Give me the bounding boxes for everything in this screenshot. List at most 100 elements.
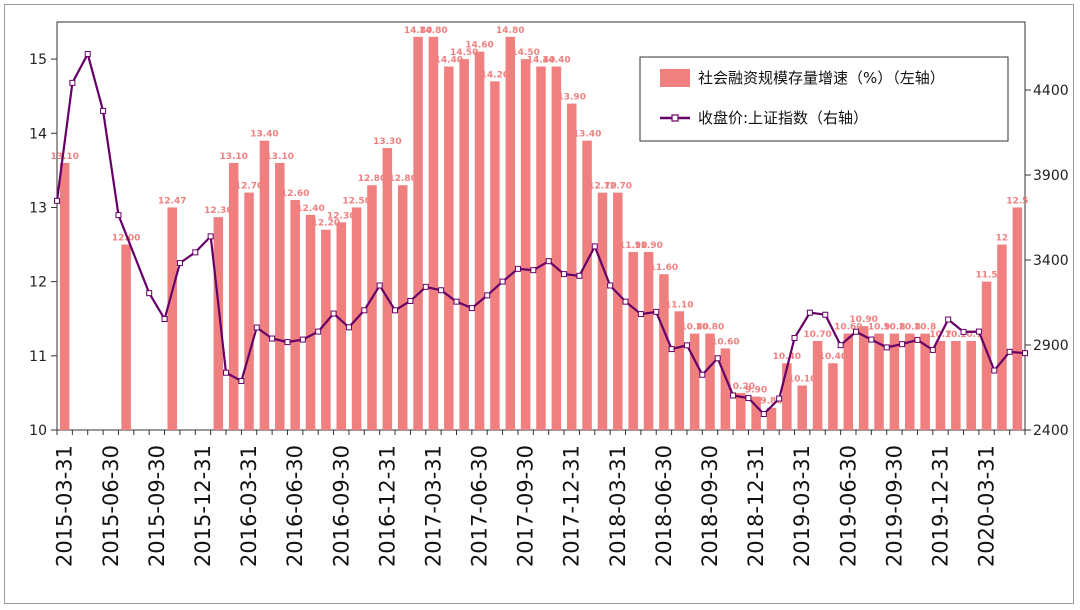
x-tick-label: 2016-09-30: [329, 445, 353, 567]
x-tick-label: 2018-12-31: [744, 445, 768, 567]
bar: [536, 66, 546, 430]
line-point: [929, 346, 936, 353]
bar: [766, 407, 777, 430]
bar-data-label: 11.5: [975, 271, 997, 281]
bar: [228, 162, 239, 431]
legend: 社会融资规模存量增速（%）（左轴） 收盘价:上证指数（右轴）: [639, 56, 1009, 142]
bar-data-label: 14.40: [542, 56, 570, 66]
bar-data-label: 12.70: [604, 182, 632, 192]
line-point: [100, 107, 107, 114]
bar: [459, 59, 469, 430]
legend-bar-label: 社会融资规模存量增速（%）（左轴）: [698, 69, 945, 87]
bar: [951, 340, 961, 430]
right-tick-label: 2900: [1033, 338, 1069, 354]
line-point: [161, 315, 168, 322]
line-point: [499, 278, 506, 285]
line-point: [484, 292, 491, 299]
bar-data-label: 10.8: [883, 323, 905, 333]
line-point: [868, 336, 875, 343]
line-point: [361, 307, 368, 314]
bar: [490, 81, 500, 430]
left-tick-label: 15: [29, 52, 47, 68]
left-tick-label: 12: [29, 275, 47, 291]
bar-data-label: 10.60: [834, 323, 862, 333]
right-tick-label: 2400: [1033, 423, 1069, 439]
bar: [751, 396, 761, 430]
line-point: [1006, 348, 1013, 355]
bar: [720, 348, 731, 430]
bar: [336, 222, 347, 430]
line-point: [806, 309, 813, 316]
line-point: [299, 336, 306, 343]
line-point: [330, 310, 337, 317]
right-tick-label: 3400: [1033, 253, 1069, 269]
bar-data-label: 12.20: [312, 219, 340, 229]
line-point: [1022, 350, 1028, 357]
line-point: [269, 335, 276, 342]
bar: [582, 140, 592, 430]
bar: [597, 192, 608, 430]
line-point: [345, 324, 352, 331]
left-tick-label: 10: [29, 423, 47, 439]
bar-data-label: 14.60: [465, 41, 493, 51]
bar-data-label: 9.90: [745, 386, 767, 396]
bar-data-label: 9.80: [760, 397, 782, 407]
bar-data-label: 13.10: [219, 152, 247, 162]
x-tick-label: 2018-09-30: [698, 445, 722, 567]
line-point: [84, 50, 91, 57]
bar: [874, 333, 884, 430]
bar-data-label: 12.36: [204, 206, 232, 216]
line-point: [714, 355, 721, 362]
bar-data-label: 13.10: [266, 152, 294, 162]
bar-data-label: 11.60: [650, 263, 678, 273]
bar: [782, 363, 792, 430]
bar-data-label: 12.60: [281, 189, 309, 199]
bar-data-label: 12.40: [296, 204, 324, 214]
line-point: [637, 311, 644, 318]
right-tick-label: 4400: [1033, 83, 1069, 99]
bar: [628, 251, 638, 430]
legend-box: [639, 56, 1009, 142]
bar: [413, 36, 423, 430]
bar: [321, 229, 331, 430]
bar-data-label: 10.80: [680, 323, 708, 333]
line-point: [622, 298, 629, 305]
bar-data-label: 13.40: [250, 130, 278, 140]
line-point: [376, 282, 383, 289]
legend-line-label: 收盘价:上证指数（右轴）: [698, 109, 868, 127]
bar-data-label: 10.7: [960, 330, 982, 340]
bar: [674, 311, 685, 430]
line-point: [453, 298, 460, 305]
bar: [966, 340, 976, 430]
line-point: [514, 265, 521, 272]
line-point: [960, 328, 967, 335]
bar: [367, 185, 377, 430]
bar-data-label: 14.50: [450, 48, 478, 58]
bar: [290, 200, 300, 430]
bar: [505, 36, 516, 430]
bar: [213, 217, 224, 430]
line-point: [776, 395, 783, 402]
x-tick-label: 2018-06-30: [652, 445, 676, 567]
line-point: [207, 233, 214, 240]
bar-data-label: 12.47: [158, 196, 186, 206]
line-point: [315, 328, 322, 335]
bar: [244, 192, 254, 430]
bar: [566, 103, 577, 430]
bar-data-label: 13.30: [373, 137, 401, 147]
bar-data-label: 14.80: [404, 26, 432, 36]
bar-series: [59, 36, 1023, 431]
bar-data-label: 12.50: [342, 196, 370, 206]
bar: [797, 385, 807, 430]
line-point: [561, 271, 568, 278]
bar-data-label: 10.10: [788, 374, 816, 384]
line-point: [945, 316, 952, 323]
bar: [613, 192, 623, 430]
bar-data-label: 10.8: [914, 323, 936, 333]
bar-data-label: 10.70: [803, 330, 831, 340]
line-point: [223, 369, 230, 376]
line-series: [54, 50, 1028, 418]
x-tick-label: 2019-09-30: [882, 445, 906, 567]
line-point: [991, 367, 998, 374]
